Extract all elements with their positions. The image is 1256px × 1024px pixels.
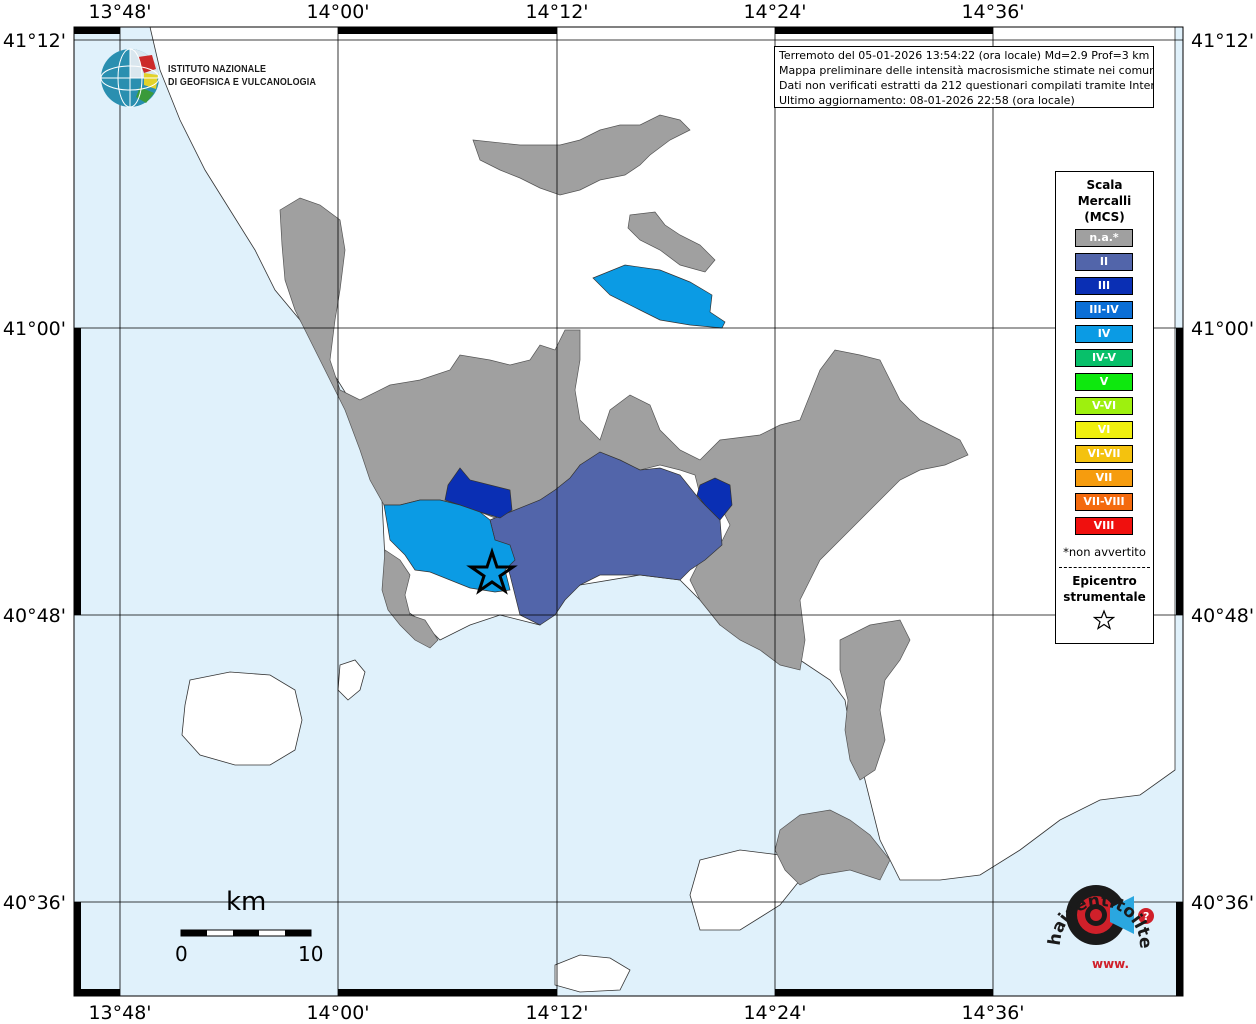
legend-item: VII-VIII — [1075, 493, 1133, 511]
lon-label: 14°12' — [525, 1002, 588, 1024]
legend-item: IV-V — [1075, 349, 1133, 367]
legend-title: Scala Mercalli (MCS) — [1056, 177, 1153, 225]
legend-item: III-IV — [1075, 301, 1133, 319]
svg-text:?: ? — [1143, 910, 1149, 923]
legend-title-line: Mercalli — [1077, 194, 1132, 208]
left-lat-labels: 41°12' 41°00' 40°48' 40°36' — [3, 30, 66, 914]
na-municipalities — [279, 114, 969, 886]
intensity-III-area-east — [696, 477, 733, 521]
legend-note: *non avvertito — [1063, 545, 1146, 559]
lat-label: 40°48' — [1191, 605, 1254, 627]
event-line: Terremoto del 05-01-2026 13:54:22 (ora l… — [779, 49, 1150, 62]
ingv-name-line1: ISTITUTO NAZIONALE — [168, 63, 267, 75]
lat-label: 41°00' — [1191, 318, 1254, 340]
megaphone-icon — [1110, 896, 1134, 934]
lon-label: 13°48' — [88, 1002, 151, 1024]
lon-label: 14°36' — [961, 1002, 1024, 1024]
intensity-IV-area-west — [383, 499, 516, 593]
legend-title-line: (MCS) — [1084, 210, 1125, 224]
legend-separator — [1059, 567, 1150, 568]
bottom-lon-labels: 13°48' 14°00' 14°12' 14°24' 14°36' — [88, 1002, 1024, 1024]
ingv-name-line2: DI GEOFISICA E VULCANOLOGIA — [168, 76, 317, 88]
epicentre-label-line: Epicentro — [1072, 574, 1137, 588]
mcs-legend: Scala Mercalli (MCS) n.a.* II III III-IV IV I… — [1055, 171, 1154, 644]
ischia-island — [181, 671, 303, 766]
lon-label: 14°12' — [525, 1, 588, 23]
legend-item: V — [1075, 373, 1133, 391]
data-source: Dati non verificati estratti da 212 ques… — [779, 79, 1154, 92]
legend-item: VI-VII — [1075, 445, 1133, 463]
lat-label: 41°12' — [3, 30, 66, 52]
legend-item: VII — [1075, 469, 1133, 487]
legend-star-icon — [1093, 609, 1115, 630]
legend-title-line: Scala — [1086, 178, 1123, 192]
legend-item: n.a.* — [1075, 229, 1133, 247]
lon-label: 14°24' — [743, 1, 806, 23]
lon-label: 14°24' — [743, 1002, 806, 1024]
legend-item: VIII — [1075, 517, 1133, 535]
lon-label: 14°36' — [961, 1, 1024, 23]
last-update: Ultimo aggiornamento: 08-01-2026 22:58 (… — [779, 94, 1075, 107]
lon-label: 14°00' — [306, 1, 369, 23]
lon-label: 13°48' — [88, 1, 151, 23]
legend-item: VI — [1075, 421, 1133, 439]
ingv-logo — [100, 47, 162, 113]
scale-unit: km — [226, 887, 267, 917]
map-description: Mappa preliminare delle intensità macros… — [779, 64, 1154, 77]
legend-item: III — [1075, 277, 1133, 295]
frame-bars — [74, 27, 1183, 996]
intensity-II-area — [489, 451, 723, 626]
event-info-box: Terremoto del 05-01-2026 13:54:22 (ora l… — [774, 46, 1154, 108]
capri-island — [554, 954, 631, 993]
epicentre-label-line: strumentale — [1063, 590, 1146, 604]
lat-label: 41°12' — [1191, 30, 1254, 52]
legend-epicentre-label: Epicentro strumentale — [1056, 573, 1153, 605]
globe-icon — [100, 48, 160, 108]
top-lon-labels: 13°48' 14°00' 14°12' 14°24' 14°36' — [88, 1, 1024, 23]
lon-label: 14°00' — [306, 1002, 369, 1024]
legend-item: IV — [1075, 325, 1133, 343]
ingv-name: ISTITUTO NAZIONALE DI GEOFISICA E VULCAN… — [168, 63, 316, 89]
lat-label: 40°48' — [3, 605, 66, 627]
peninsula-land — [689, 849, 801, 931]
haisentito-logo: ? haisentitoilterremoto.it www. — [1033, 853, 1160, 982]
lat-label: 40°36' — [3, 892, 66, 914]
scale-bar — [180, 929, 312, 937]
legend-item: V-VI — [1075, 397, 1133, 415]
intensity-IV-area-north — [592, 264, 726, 329]
epicentre-star-icon — [466, 547, 518, 595]
graticule — [74, 27, 1183, 996]
right-lat-labels: 41°12' 41°00' 40°48' 40°36' — [1191, 30, 1254, 914]
scale-max: 10 — [298, 942, 324, 966]
haisentito-www: www. — [1092, 957, 1129, 971]
scale-min: 0 — [175, 942, 188, 966]
lat-label: 41°00' — [3, 318, 66, 340]
legend-item: II — [1075, 253, 1133, 271]
lat-label: 40°36' — [1191, 892, 1254, 914]
